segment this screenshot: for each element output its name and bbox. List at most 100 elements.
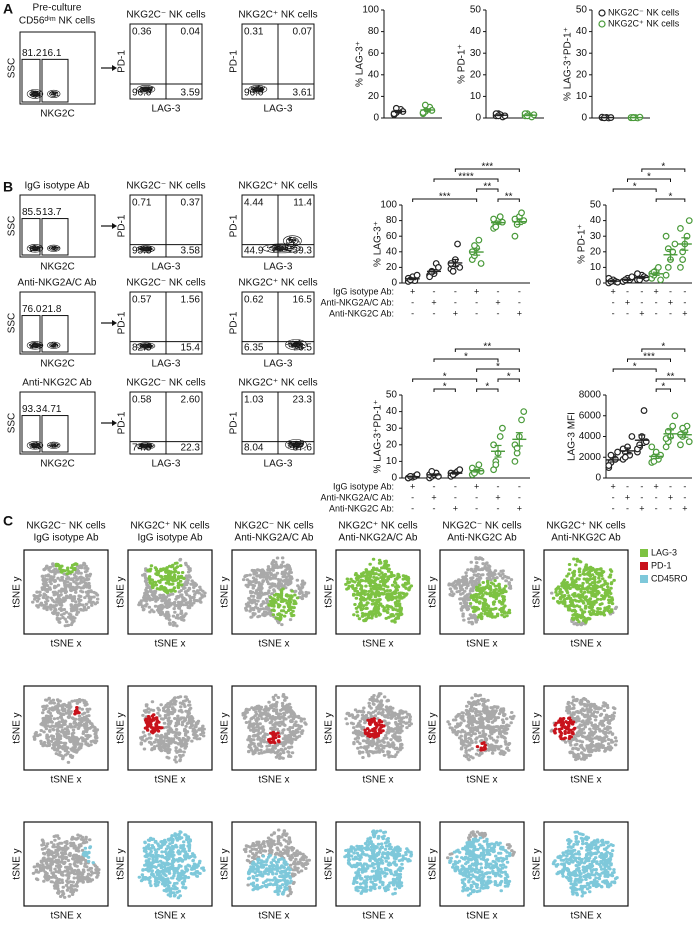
condition-sign: - xyxy=(433,481,436,491)
significance-label: ** xyxy=(667,372,675,383)
condition-sign: - xyxy=(454,286,457,296)
axis-label: SSC xyxy=(7,216,18,237)
axis-label: NKG2C xyxy=(40,262,74,273)
plot-title: Anti-NKG2A/C Ab xyxy=(18,278,97,289)
axis-label: tSNE x xyxy=(466,911,497,922)
data-point xyxy=(657,451,664,459)
axis-label: tSNE y xyxy=(428,848,439,879)
axis-label: LAG-3 xyxy=(152,104,181,115)
legend-marker xyxy=(598,20,606,28)
y-tick-label: 20 xyxy=(576,69,588,80)
significance-bracket xyxy=(412,198,478,202)
condition-sign: - xyxy=(683,297,686,307)
map-frame xyxy=(335,821,421,907)
condition-sign: - xyxy=(626,503,629,513)
map-cells-positive xyxy=(146,561,186,595)
quadrant-value: 0.58 xyxy=(132,395,152,406)
map-frame xyxy=(23,549,109,635)
arrow-head xyxy=(112,420,117,426)
condition-sign: - xyxy=(454,481,457,491)
axis-label: LAG-3 xyxy=(264,459,293,470)
data-point xyxy=(677,441,684,449)
quadrant-value: 2.60 xyxy=(181,395,201,406)
y-tick-label: 20 xyxy=(470,69,482,80)
contour xyxy=(285,339,307,351)
map-title: NKG2C⁻ NK cells xyxy=(234,521,313,532)
gate xyxy=(21,218,41,256)
map-cells-positive xyxy=(343,829,414,896)
significance-bracket xyxy=(433,358,499,362)
condition-label: Anti-NKG2A/C Ab: xyxy=(320,297,394,307)
significance-label: * xyxy=(443,382,447,393)
significance-label: ** xyxy=(483,342,491,353)
data-point xyxy=(607,451,615,459)
condition-sign: - xyxy=(475,492,478,502)
plot-frame xyxy=(19,391,96,455)
y-tick-label: 40 xyxy=(576,26,588,37)
axis-label: tSNE y xyxy=(532,712,543,743)
gate xyxy=(21,415,41,453)
y-tick-label: 0 xyxy=(373,113,379,124)
condition-sign: - xyxy=(497,286,500,296)
map-cells-positive xyxy=(475,741,487,752)
y-tick-label: 40 xyxy=(386,406,398,417)
map-title: Anti-NKG2A/C Ab xyxy=(235,533,314,544)
map-title: IgG isotype Ab xyxy=(137,533,202,544)
map-frame xyxy=(335,685,421,771)
significance-label: * xyxy=(464,352,468,363)
significance-bracket xyxy=(454,168,520,172)
data-point xyxy=(511,458,519,465)
condition-sign: + xyxy=(453,308,458,318)
y-tick-label: 10 xyxy=(386,456,398,467)
significance-bracket xyxy=(627,178,671,182)
arrow-head xyxy=(112,223,117,229)
quadrant-value: 74.5 xyxy=(132,443,152,454)
contour xyxy=(136,442,156,450)
arrow-head xyxy=(112,320,117,326)
condition-sign: - xyxy=(640,492,643,502)
map-cells xyxy=(446,693,516,762)
contour xyxy=(275,246,289,251)
significance-label: *** xyxy=(643,352,655,363)
contour xyxy=(47,89,61,98)
quadrant-value: 39.3 xyxy=(293,246,313,257)
significance-bracket xyxy=(655,198,686,202)
map-cells xyxy=(446,830,516,860)
quadrant-value: 3.61 xyxy=(293,88,313,99)
y-tick-label: 60 xyxy=(368,48,380,59)
map-frame xyxy=(127,685,213,771)
contour xyxy=(32,343,38,347)
gate xyxy=(41,218,69,256)
data-point xyxy=(669,422,677,430)
axis-label: tSNE x xyxy=(570,639,601,650)
condition-sign: + xyxy=(639,308,644,318)
y-tick-label: 20 xyxy=(368,91,380,102)
map-cells-positive xyxy=(552,716,577,741)
gate xyxy=(41,315,69,353)
condition-sign: + xyxy=(410,286,415,296)
contour xyxy=(32,246,38,250)
plot-title: NKG2C⁻ NK cells xyxy=(126,181,205,192)
significance-label: * xyxy=(661,382,665,393)
gate-value: 93.3 xyxy=(22,404,42,415)
contour xyxy=(292,442,300,447)
condition-sign: - xyxy=(497,503,500,513)
condition-sign: - xyxy=(475,503,478,513)
data-point xyxy=(490,215,498,223)
contour xyxy=(139,443,153,449)
contour xyxy=(47,244,61,252)
data-point xyxy=(671,240,679,248)
condition-sign: - xyxy=(612,297,615,307)
contour xyxy=(139,86,153,93)
contour xyxy=(283,235,302,247)
condition-sign: - xyxy=(640,297,643,307)
map-cells xyxy=(241,556,311,627)
gate-value: 13.7 xyxy=(42,207,62,218)
legend-swatch xyxy=(640,549,648,557)
contour xyxy=(262,243,301,254)
y-tick-label: 20 xyxy=(590,246,602,257)
contour xyxy=(26,441,44,450)
y-tick-label: 10 xyxy=(470,91,482,102)
gate xyxy=(41,58,69,103)
